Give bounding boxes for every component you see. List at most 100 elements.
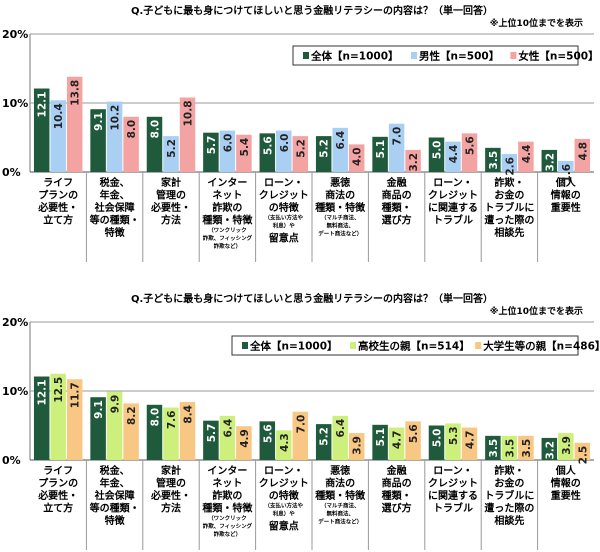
data-label: 3.5 [488,439,500,458]
bar [203,420,219,460]
bar [33,88,50,172]
category-label-line: 種類・特徴 [202,214,253,227]
bar [203,132,219,172]
category-label-line: 種類・ [382,201,412,214]
category-label-line: 重要性 [551,489,581,502]
data-label: 4.7 [392,431,404,450]
legend-entry: 大学生等の親【n=486】 [483,340,600,353]
bar [123,403,139,460]
category-label-line: 社会保障 [94,489,135,502]
category-label-line: 税金、 [100,176,130,189]
bar [315,136,332,172]
data-label: 2.6 [504,157,516,176]
bar [163,407,179,460]
y-tick-label: 10% [2,385,28,398]
legend-entry: 女性【n=500】 [518,50,598,63]
category-label-line: 種類・特徴 [202,502,253,515]
data-label: 9.1 [93,112,105,131]
chart-note: ※上位10位までを表示 [490,17,583,29]
bar [405,149,421,172]
category-label-line: 重要性 [551,201,581,214]
bar [518,141,534,172]
bar [428,425,445,460]
category-label-line: 選び方 [382,502,412,515]
chart-note: ※上位10位までを表示 [490,305,583,317]
bar [428,137,445,172]
legend-entry: 全体【n=1000】 [249,340,338,353]
data-label: 8.4 [183,405,195,424]
data-label: 5.6 [262,424,274,443]
category-label-note: （支払い方法や [265,502,304,510]
category-label-note: デート商法など） [318,518,362,526]
y-tick-label: 10% [2,97,28,110]
data-label: 4.0 [352,147,364,166]
data-label: 6.4 [222,419,234,438]
bar [405,421,421,460]
category-label-note: （マルチ商法、 [321,502,360,510]
category-label-line: 詐欺・ [494,464,524,477]
category-label-note: （ワンクリック [208,226,247,234]
data-label: 5.1 [375,140,387,159]
bar [388,427,405,460]
data-label: 5.6 [262,136,274,155]
data-label: 5.6 [465,136,477,155]
data-label: 3.5 [488,151,500,170]
category-label-line: トラブル [433,502,473,515]
category-label-line: 情報の [551,477,581,490]
category-label-line: 管理の [156,189,186,202]
category-label-line: ライフ [43,465,73,477]
category-label-note: 利息）や [273,222,296,230]
category-label-line: ネット [212,478,242,490]
category-label-line: クレジット [428,478,478,490]
category-label-line: 相談先 [494,226,524,239]
data-label: 5.2 [166,139,178,158]
data-label: 3.5 [521,439,533,458]
y-tick-label: 20% [2,28,28,41]
category-label-line: クレジット [259,478,309,490]
bar [574,442,591,460]
bar [558,160,574,172]
category-label-line: プランの [38,477,78,490]
category-label-line: 悪徳 [330,464,350,477]
data-label: 12.5 [53,377,65,403]
category-label-line: 方法 [161,502,181,515]
category-label-line: ローン・ [433,466,473,477]
category-label-line: ローン・ [264,466,304,477]
data-label: 10.8 [183,100,195,126]
category-label-note: 詐欺など） [214,530,242,538]
chart-by-child-school: Q.子どもに最も身につけてほしいと思う金融リテラシーの内容は？（単一回答）※上位… [2,292,600,550]
category-label-line: 金融 [386,176,407,189]
category-label-note: 詐欺、フィッシング [203,234,253,242]
category-label-line: 必要性・ [37,201,78,214]
bar [90,109,106,172]
category-label-line: 必要性・ [150,201,191,214]
category-label-line: 特徴 [105,226,126,239]
category-label-note: 詐欺、フィッシング [203,522,253,530]
bar [518,435,534,460]
data-label: 4.4 [448,145,460,164]
category-label-line: お金の [494,477,524,490]
category-label-note: 詐欺など） [214,242,242,250]
data-label: 3.5 [504,439,516,458]
data-label: 4.8 [577,142,589,161]
category-label-line: 金融 [386,464,407,477]
bar [558,433,574,460]
bar [106,101,123,172]
chart-by-gender: Q.子どもに最も身につけてほしいと思う金融リテラシーの内容は？（単一回答）※上位… [2,4,599,262]
data-label: 7.6 [166,411,178,430]
category-label-line: 立て方 [43,502,73,515]
data-label: 6.4 [335,419,347,438]
category-label-line: ネット [212,190,242,202]
category-label-line: インター [207,465,247,477]
category-label-line: プランの [38,189,78,202]
data-label: 13.8 [70,80,82,106]
category-label-line: インター [207,177,247,189]
category-label-line: 税金、 [100,464,130,477]
legend-swatch [411,52,417,59]
category-label-line: の特徴 [269,201,300,214]
data-label: 3.2 [408,153,420,172]
